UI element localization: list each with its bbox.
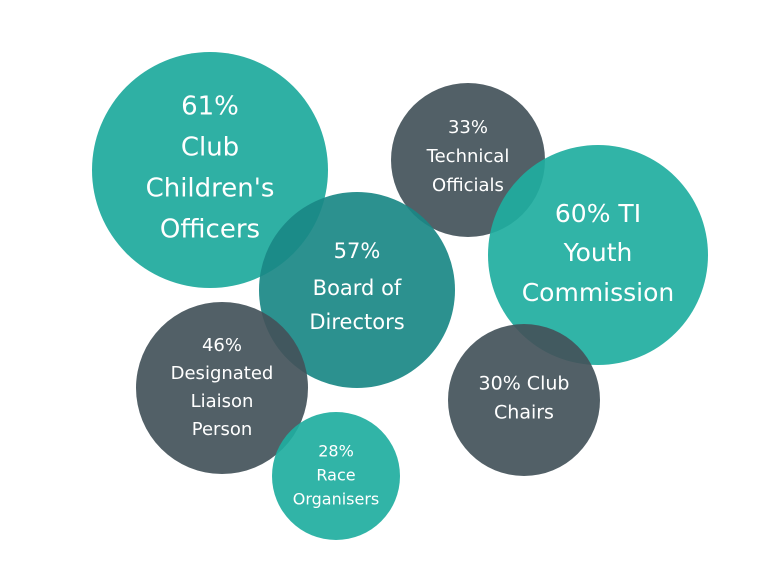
bubble-label: Technical bbox=[426, 146, 510, 167]
bubble-label: Commission bbox=[522, 278, 675, 307]
bubble-label: 57% bbox=[334, 239, 381, 263]
bubble-label: Club bbox=[181, 133, 239, 163]
bubble-label: Children's bbox=[146, 174, 275, 204]
labels: 61% Club Children's Officers 33% Technical Off… bbox=[146, 92, 675, 509]
bubble bbox=[136, 302, 308, 474]
bubble bbox=[92, 52, 328, 288]
bubble-label: Organisers bbox=[293, 490, 380, 509]
bubble-label: 33% bbox=[448, 117, 488, 138]
bubble-label: Board of bbox=[313, 276, 402, 300]
bubble-label: Liaison bbox=[191, 391, 254, 412]
bubble-label: Designated bbox=[171, 363, 274, 384]
bubble-label: Directors bbox=[309, 310, 404, 334]
bubble-label: Officials bbox=[432, 175, 504, 196]
bubble bbox=[488, 145, 708, 365]
bubble-label: 28% bbox=[318, 442, 354, 461]
bubble-label: Officers bbox=[160, 215, 260, 245]
bubble-label: 60% TI bbox=[555, 199, 641, 228]
bubble-label: 46% bbox=[202, 335, 242, 356]
bubble-label: 61% bbox=[181, 92, 239, 122]
bubble bbox=[259, 192, 455, 388]
bubble-label: Race bbox=[316, 466, 355, 485]
bubble bbox=[448, 324, 600, 476]
bubble-label: 30% Club bbox=[479, 373, 570, 395]
bubble-label: Youth bbox=[563, 238, 633, 267]
bubble bbox=[272, 412, 400, 540]
bubble-label: Person bbox=[192, 419, 253, 440]
bubble-label: Chairs bbox=[494, 402, 554, 424]
